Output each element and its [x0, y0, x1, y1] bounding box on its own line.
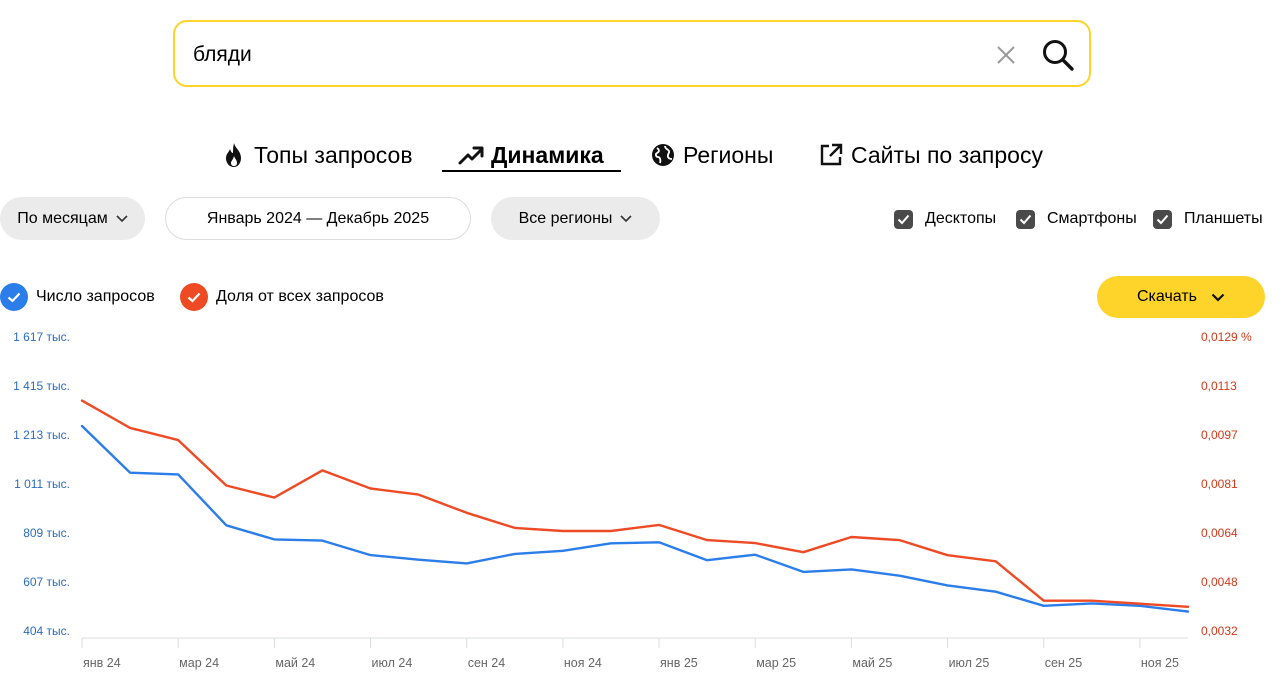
legend-query-count-label: Число запросов [36, 288, 155, 305]
tab-tops-label: Топы запросов [254, 141, 413, 168]
dynamics-chart: 404 тыс. 607 тыс. 809 тыс. 1 011 тыс. 1 213 … [13, 330, 1252, 670]
check-circle-icon [180, 283, 208, 311]
active-tab-underline [442, 170, 621, 172]
tab-tops[interactable]: Топы запросов [221, 138, 413, 172]
search-box[interactable] [173, 20, 1091, 87]
chevron-down-icon [1211, 293, 1225, 302]
date-range-picker[interactable]: Январь 2024 — Декабрь 2025 [165, 197, 471, 240]
date-range-label: Январь 2024 — Декабрь 2025 [206, 209, 430, 227]
region-select[interactable]: Все регионы [491, 197, 660, 240]
trend-up-icon [458, 146, 484, 165]
tab-regions-label: Регионы [683, 141, 774, 168]
y-right-tick-label: 0,0097 [1201, 428, 1238, 442]
search-icon[interactable] [1041, 38, 1075, 72]
close-icon[interactable] [993, 42, 1019, 68]
x-tick-label: мар 25 [756, 656, 796, 670]
legend-query-share[interactable]: Доля от всех запросов [180, 283, 384, 311]
y-left-tick-label: 809 тыс. [23, 526, 70, 540]
series-line-query-count [80, 424, 1190, 613]
period-select[interactable]: По месяцам [0, 197, 145, 240]
legend-query-count[interactable]: Число запросов [0, 283, 155, 311]
y-right-tick-label: 0,0064 [1201, 526, 1238, 540]
y-left-tick-label: 1 617 тыс. [13, 330, 70, 344]
y-right-tick-label: 0,0113 [1201, 379, 1237, 393]
search-input[interactable] [193, 40, 973, 70]
globe-icon [652, 144, 674, 166]
device-desktop-label: Десктопы [925, 210, 997, 227]
x-tick-label: май 24 [275, 656, 315, 670]
fire-icon [226, 143, 241, 167]
x-tick-label: сен 25 [1045, 656, 1083, 670]
device-tablet-checkbox[interactable]: Планшеты [1153, 208, 1263, 230]
x-tick-label: сен 24 [468, 656, 506, 670]
period-select-label: По месяцам [17, 209, 108, 227]
y-left-tick-label: 404 тыс. [23, 624, 70, 638]
device-smartphone-checkbox[interactable]: Смартфоны [1016, 208, 1137, 230]
x-tick-label: июл 24 [372, 656, 413, 670]
device-tablet-label: Планшеты [1184, 210, 1263, 227]
y-left-tick-label: 1 213 тыс. [13, 428, 70, 442]
chevron-down-icon [116, 214, 128, 222]
tab-sites-label: Сайты по запросу [851, 141, 1043, 168]
y-right-tick-label: 0,0048 [1201, 575, 1238, 589]
legend-query-share-label: Доля от всех запросов [216, 288, 384, 305]
y-left-tick-label: 607 тыс. [23, 575, 70, 589]
tab-regions[interactable]: Регионы [650, 138, 773, 172]
x-tick-label: ноя 24 [564, 656, 602, 670]
checkbox-checked-icon [1153, 209, 1172, 229]
x-tick-label: янв 25 [660, 656, 698, 670]
download-button[interactable]: Скачать [1097, 276, 1265, 318]
tab-dynamics-label: Динамика [491, 141, 604, 168]
x-tick-label: май 25 [852, 656, 892, 670]
y-right-tick-label: 0,0129 % [1201, 330, 1252, 344]
y-right-tick-label: 0,0081 [1201, 477, 1238, 491]
tabs: Топы запросов Динамика Регионы Сайты по … [0, 130, 1280, 178]
device-desktop-checkbox[interactable]: Десктопы [894, 208, 996, 230]
region-select-label: Все регионы [518, 209, 613, 227]
external-link-icon [820, 143, 843, 166]
tab-dynamics[interactable]: Динамика [458, 138, 604, 172]
y-right-tick-label: 0,0032 [1201, 624, 1238, 638]
x-tick-label: июл 25 [949, 656, 990, 670]
checkbox-checked-icon [1016, 209, 1035, 229]
chevron-down-icon [620, 214, 632, 222]
checkbox-checked-icon [894, 209, 913, 229]
tab-sites[interactable]: Сайты по запросу [818, 138, 1043, 172]
y-left-tick-label: 1 415 тыс. [13, 379, 70, 393]
check-circle-icon [0, 283, 28, 311]
download-button-label: Скачать [1137, 288, 1197, 305]
x-tick-label: ноя 25 [1141, 656, 1179, 670]
y-left-tick-label: 1 011 тыс. [14, 477, 70, 491]
x-tick-label: мар 24 [179, 656, 219, 670]
x-tick-label: янв 24 [83, 656, 121, 670]
device-smartphone-label: Смартфоны [1047, 210, 1137, 227]
series-line-query-share [80, 399, 1190, 608]
